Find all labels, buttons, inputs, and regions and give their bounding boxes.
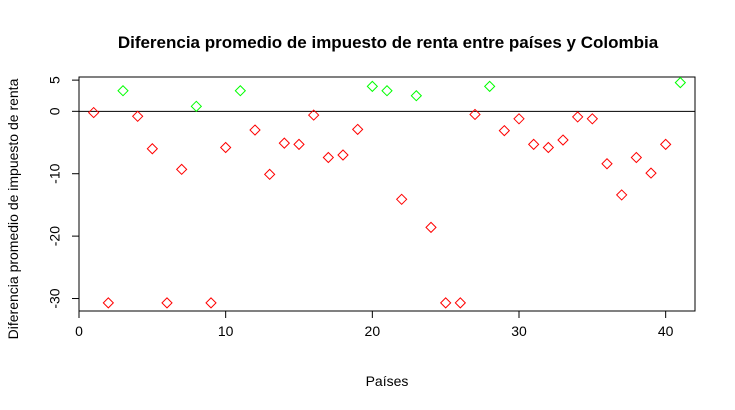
data-point [307, 109, 320, 121]
data-point [263, 168, 276, 181]
data-point [454, 297, 467, 309]
data-point [483, 80, 496, 93]
data-point [439, 297, 452, 309]
y-tick-label: -10 [47, 163, 63, 183]
data-point [410, 90, 423, 102]
data-point [175, 163, 188, 176]
data-points [87, 76, 687, 309]
data-point [542, 141, 555, 154]
data-point [630, 151, 643, 164]
data-point [234, 85, 247, 97]
x-tick-label: 0 [75, 323, 83, 339]
data-point [190, 100, 203, 113]
data-point [498, 124, 511, 137]
data-point [366, 80, 379, 93]
x-tick-label: 40 [658, 323, 674, 339]
x-tick-label: 10 [218, 323, 234, 339]
data-point [571, 111, 584, 123]
data-point [87, 106, 100, 119]
plot-area-border [78, 76, 696, 312]
data-point [645, 167, 657, 179]
y-tick-label: 5 [47, 76, 63, 84]
data-point [278, 137, 291, 149]
data-point [161, 297, 173, 309]
data-point [102, 297, 115, 309]
data-point [557, 134, 569, 146]
data-point [322, 151, 335, 164]
data-point [425, 221, 437, 234]
data-point [601, 158, 613, 170]
data-point [469, 108, 481, 121]
x-tick-label: 30 [511, 323, 527, 339]
y-axis-label: Diferencia promedio de impuesto de renta [5, 78, 21, 339]
data-point [381, 85, 393, 97]
data-point [293, 138, 305, 151]
y-axis: 5 0 -10 -20 -30 [47, 76, 80, 309]
data-point [674, 76, 687, 89]
y-tick-label: -20 [47, 226, 63, 246]
data-point [351, 123, 364, 136]
data-point [527, 138, 540, 151]
x-axis-label: Países [366, 373, 409, 389]
data-point [117, 85, 129, 97]
data-point [659, 138, 672, 151]
y-tick-label: -30 [47, 288, 63, 308]
data-point [337, 149, 349, 161]
y-tick-label: 0 [47, 107, 63, 115]
x-axis: 0 10 20 30 40 [75, 310, 674, 339]
data-point [249, 124, 261, 136]
data-point [395, 193, 408, 206]
data-point [131, 110, 144, 123]
data-point [586, 113, 599, 125]
data-point [513, 113, 525, 125]
data-point [146, 143, 159, 155]
data-point [219, 141, 232, 154]
data-point [205, 297, 217, 309]
chart-title: Diferencia promedio de impuesto de renta… [118, 33, 659, 52]
data-point [615, 189, 628, 201]
x-tick-label: 20 [365, 323, 381, 339]
